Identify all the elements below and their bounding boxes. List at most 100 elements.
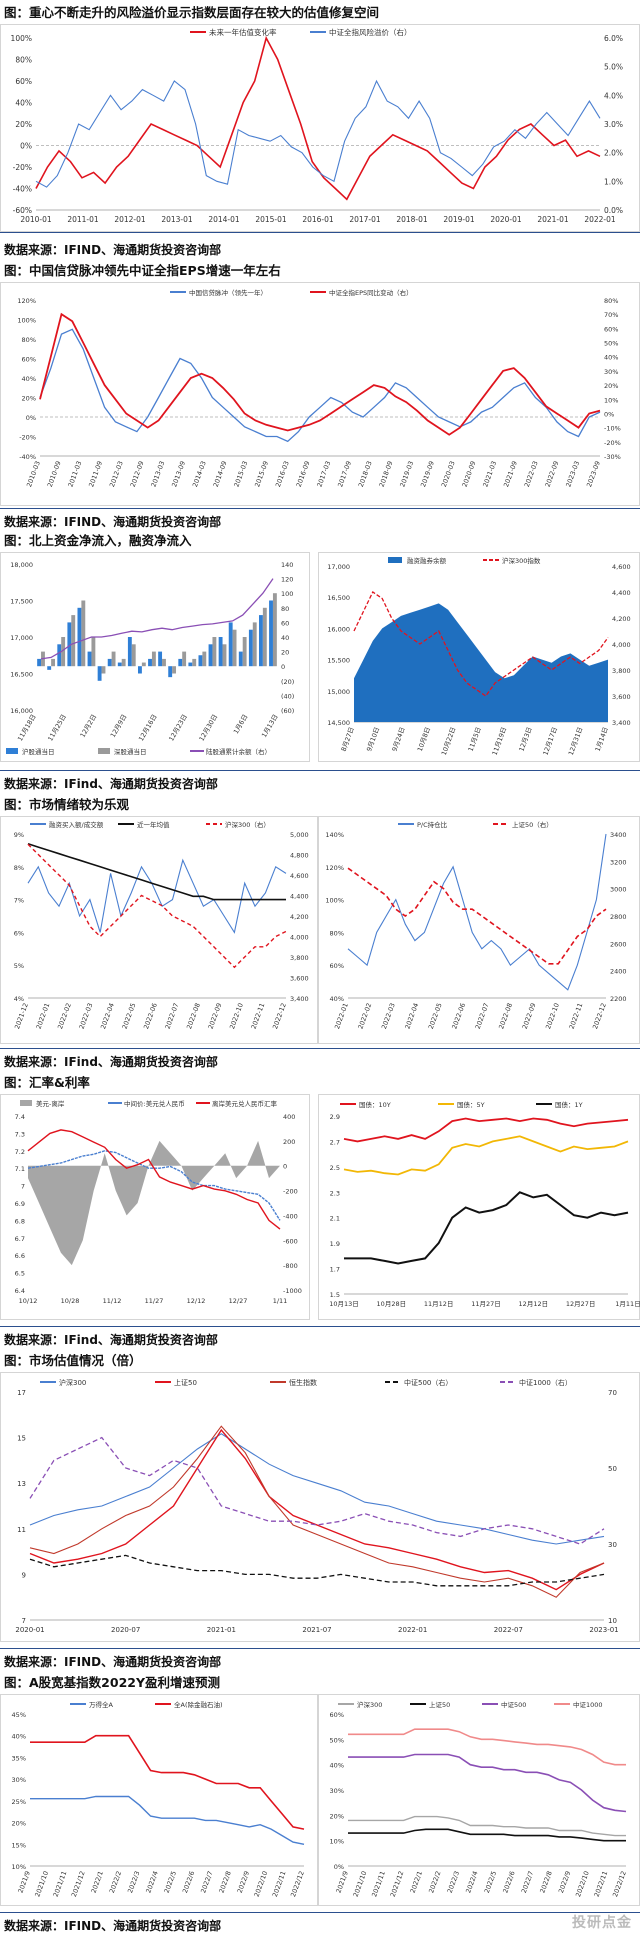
y2-tick-label: 4,000 <box>612 641 631 649</box>
x-tick-label: 2022-01 <box>333 1002 350 1030</box>
legend-label: 中国信贷脉冲（领先一年） <box>189 288 267 297</box>
x-tick-label: 2014-03 <box>191 460 208 488</box>
series-line <box>27 843 287 969</box>
x-tick-label: 2017-03 <box>315 460 332 488</box>
y2-tick-label: 3,400 <box>290 995 309 1003</box>
legend-label: 上证50 <box>174 1378 197 1387</box>
y-tick-label: 6.8 <box>15 1217 25 1225</box>
bar-shanghai-connect <box>198 655 203 667</box>
legend-label: 中间价:美元兑人民币 <box>124 1099 185 1108</box>
y-tick-label: 15 <box>17 1435 26 1443</box>
y2-tick-label: 400 <box>283 1113 295 1121</box>
x-tick-label: 2022/5 <box>163 1870 178 1894</box>
y2-tick-label: -20% <box>604 439 621 447</box>
x-tick-label: 2022-08 <box>497 1002 514 1030</box>
y2-tick-label: 200 <box>283 1138 295 1146</box>
x-tick-label: 12月12日 <box>519 1300 549 1308</box>
x-tick-label: 2011-01 <box>67 215 99 224</box>
legend-label: 沪深300指数 <box>502 556 541 565</box>
legend-label: 沪深300 <box>357 1700 382 1709</box>
figure-5a-chart: 7.4 7.3 7.2 7.1 7 6.9 6.8 6.7 6.6 6.5 6.4 400 200 0 -2… <box>0 1094 310 1320</box>
y-tick-label: 0% <box>334 1863 344 1871</box>
y2-tick-label: 4,200 <box>612 615 631 623</box>
series-line <box>348 1728 626 1766</box>
y-tick-label: 50% <box>330 1736 344 1744</box>
x-tick-label: 2021-09 <box>502 460 519 488</box>
y-tick-label: 6.4 <box>15 1287 25 1295</box>
series-line <box>343 1135 629 1176</box>
x-tick-label: 2022-05 <box>427 1002 444 1030</box>
figure-1-chart: 100% 80% 60% 40% 20% 0% -20% -40% -60% 6.0% 5.0% 4.… <box>0 24 640 232</box>
legend-swatch <box>20 1100 32 1106</box>
series-line <box>35 79 601 188</box>
y2-tick-label: 70% <box>604 311 618 319</box>
series-area <box>28 1140 280 1266</box>
series-line <box>39 312 601 436</box>
legend-label: 中证全指EPS同比变动（右） <box>329 288 413 297</box>
x-tick-label: 2023-03 <box>564 460 581 488</box>
y2-tick-label: 3400 <box>610 831 627 839</box>
x-tick-label: 2022-05 <box>121 1002 138 1030</box>
y-tick-label: 7.4 <box>15 1113 25 1121</box>
y-tick-label: 5% <box>14 962 24 970</box>
x-tick-label: 2019-03 <box>398 460 415 488</box>
y2-tick-label: 3,800 <box>290 954 309 962</box>
legend-label: 中证全指风险溢价（右） <box>329 27 412 37</box>
y-tick-label: 40% <box>330 1762 344 1770</box>
series-line <box>27 1129 281 1230</box>
y2-tick-label: 3.0% <box>604 120 623 129</box>
x-tick-label: 2015-03 <box>232 460 249 488</box>
series-line <box>343 1117 629 1143</box>
figure-3-rule <box>0 770 640 771</box>
y2-tick-label: 3,800 <box>612 667 631 675</box>
y2-tick-label: -600 <box>283 1237 298 1245</box>
series-line <box>30 1795 305 1845</box>
series-line <box>27 858 287 934</box>
x-tick-label: 10/28 <box>61 1297 80 1305</box>
series-line <box>40 578 274 660</box>
bar-shanghai-connect <box>248 629 253 667</box>
y-tick-label: 30% <box>12 1776 26 1784</box>
x-tick-label: 2013-09 <box>170 460 187 488</box>
x-tick-label: 2023-01 <box>589 1626 618 1634</box>
y-tick-label: 2.5 <box>330 1164 340 1172</box>
series-line <box>29 1428 605 1591</box>
x-tick-label: 2018-09 <box>378 460 395 488</box>
x-tick-label: 9月10日 <box>365 726 381 753</box>
x-tick-label: 2021-01 <box>207 1626 236 1634</box>
y2-tick-label: 4,400 <box>290 893 309 901</box>
all-a-earnings-chart: 45%40%35%30%25%20%15%10%2021/9 2021/10 202… <box>0 1694 318 1906</box>
x-tick-label: 11/12 <box>103 1297 122 1305</box>
y-tick-label: 20% <box>12 1820 26 1828</box>
y2-tick-label: 5,000 <box>290 831 309 839</box>
y2-tick-label: 4,200 <box>290 913 309 921</box>
y2-tick-label: -30% <box>604 453 621 461</box>
y2-tick-label: -200 <box>283 1188 298 1196</box>
x-tick-label: 2021/10 <box>33 1870 50 1898</box>
y2-tick-label: 70 <box>608 1389 617 1397</box>
x-tick-label: 2022/1 <box>90 1870 105 1894</box>
bar-shanghai-connect <box>107 658 112 667</box>
figure-2-source: 数据来源：IFIND、海通期货投资咨询部 <box>4 515 222 529</box>
y-tick-label: 60% <box>15 77 32 86</box>
y-tick-label: 0% <box>20 142 32 151</box>
x-tick-label: 10月13日 <box>329 1300 359 1308</box>
legend-label: 未来一年估值变化率 <box>209 27 277 37</box>
y-tick-label: 120% <box>17 297 36 305</box>
x-tick-label: 11月12日 <box>424 1300 454 1308</box>
x-tick-label: 2021-03 <box>481 460 498 488</box>
legend-label: 融资买入额/成交额 <box>49 820 104 829</box>
y-tick-label: 10% <box>330 1838 344 1846</box>
bar-shanghai-connect <box>228 622 233 667</box>
y2-tick-label: 6.0% <box>604 34 623 43</box>
legend-label: 中证1000 <box>573 1700 603 1709</box>
y-tick-label: 1.9 <box>330 1240 340 1248</box>
x-tick-label: 2018-01 <box>396 215 428 224</box>
x-tick-label: 11月27日 <box>471 1300 501 1308</box>
y-tick-label: 40% <box>22 375 36 383</box>
y2-tick-label: 40% <box>604 354 618 362</box>
x-tick-label: 10/12 <box>19 1297 38 1305</box>
x-tick-label: 2021/12 <box>389 1870 406 1898</box>
legend-label: 国债：10Y <box>359 1100 391 1109</box>
series-area <box>354 603 608 722</box>
